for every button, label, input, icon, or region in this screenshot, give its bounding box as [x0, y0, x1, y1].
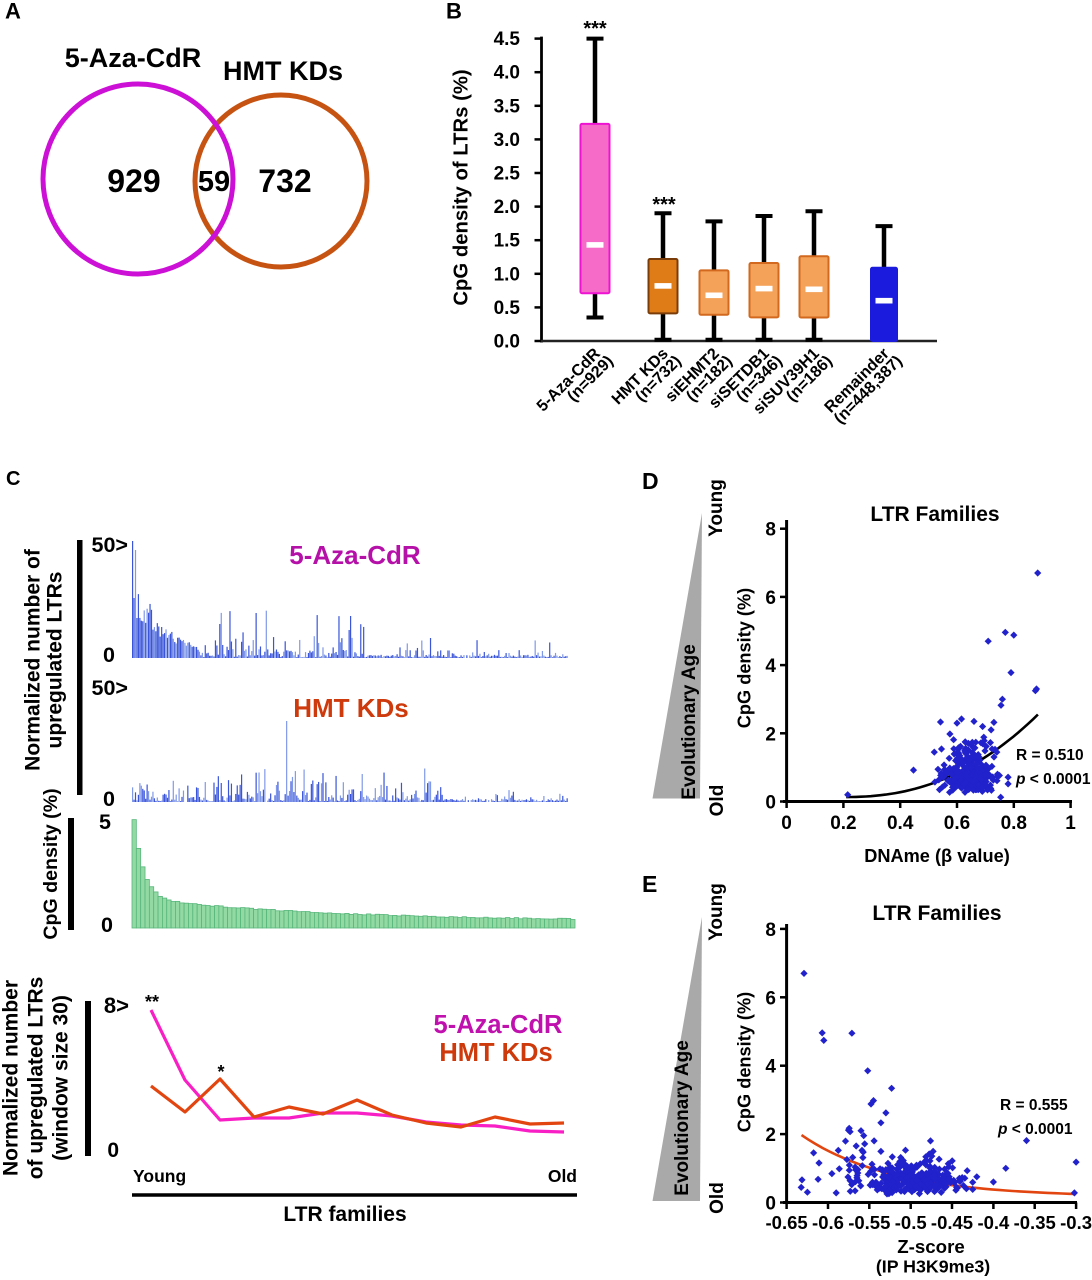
- svg-text:Old: Old: [548, 1166, 577, 1186]
- svg-text:LTR Families: LTR Families: [872, 902, 1001, 925]
- svg-text:Old: Old: [707, 785, 728, 817]
- svg-text:8>: 8>: [104, 993, 129, 1018]
- svg-text:0.4: 0.4: [887, 813, 914, 834]
- svg-text:4.5: 4.5: [494, 29, 521, 50]
- svg-text:6: 6: [765, 588, 776, 609]
- svg-text:E: E: [642, 871, 657, 897]
- svg-text:DNAme (β value): DNAme (β value): [864, 846, 1010, 866]
- svg-text:929: 929: [107, 163, 160, 199]
- svg-text:A: A: [5, 0, 21, 24]
- svg-text:0: 0: [107, 1139, 119, 1162]
- svg-text:-0.3: -0.3: [1060, 1212, 1092, 1233]
- svg-text:0: 0: [765, 1194, 776, 1215]
- svg-text:upregulated LTRs: upregulated LTRs: [44, 572, 67, 749]
- svg-text:HMT KDs: HMT KDs: [293, 693, 409, 723]
- svg-text:CpG density (%): CpG density (%): [40, 788, 62, 939]
- svg-text:*: *: [217, 1062, 224, 1082]
- svg-text:2.5: 2.5: [494, 164, 521, 185]
- svg-text:0.0: 0.0: [494, 332, 520, 353]
- svg-text:***: ***: [583, 18, 607, 40]
- svg-text:Z-score: Z-score: [897, 1236, 965, 1257]
- svg-text:4.0: 4.0: [494, 63, 520, 84]
- svg-text:1: 1: [1065, 813, 1076, 834]
- svg-text:***: ***: [652, 194, 676, 216]
- svg-text:0: 0: [103, 787, 115, 811]
- svg-text:-0.65: -0.65: [766, 1212, 808, 1233]
- svg-text:(window size 30): (window size 30): [50, 995, 73, 1161]
- svg-text:-0.35: -0.35: [1014, 1212, 1056, 1233]
- svg-text:59: 59: [198, 166, 230, 198]
- svg-text:0.8: 0.8: [1001, 813, 1027, 834]
- svg-text:R = 0.510: R = 0.510: [1016, 747, 1084, 764]
- svg-text:0: 0: [103, 643, 115, 667]
- svg-text:Evolutionary Age: Evolutionary Age: [679, 644, 700, 800]
- svg-text:0: 0: [781, 813, 792, 834]
- svg-text:Young: Young: [133, 1166, 186, 1186]
- svg-text:**: **: [145, 992, 159, 1012]
- svg-text:4: 4: [765, 1057, 776, 1078]
- svg-text:8: 8: [765, 920, 776, 941]
- svg-text:(IP H3K9me3): (IP H3K9me3): [876, 1257, 990, 1277]
- svg-text:2.0: 2.0: [494, 197, 520, 218]
- svg-text:-0.6: -0.6: [812, 1212, 844, 1233]
- svg-text:B: B: [446, 0, 462, 24]
- svg-text:p < 0.0001: p < 0.0001: [997, 1121, 1073, 1138]
- svg-text:of upregulated LTRs: of upregulated LTRs: [25, 977, 48, 1180]
- svg-text:R = 0.555: R = 0.555: [1000, 1097, 1068, 1114]
- svg-text:2: 2: [765, 724, 776, 745]
- svg-text:3.0: 3.0: [494, 130, 520, 151]
- svg-text:0: 0: [101, 913, 113, 937]
- svg-text:Evolutionary Age: Evolutionary Age: [672, 1040, 693, 1196]
- svg-text:Normalized number of: Normalized number of: [22, 548, 45, 771]
- svg-text:HMT KDs: HMT KDs: [223, 56, 343, 86]
- svg-text:-0.4: -0.4: [977, 1212, 1010, 1233]
- svg-text:2: 2: [765, 1125, 776, 1146]
- svg-text:5-Aza-CdR: 5-Aza-CdR: [289, 540, 421, 570]
- svg-text:Young: Young: [706, 883, 727, 941]
- svg-text:50>: 50>: [92, 676, 128, 700]
- svg-text:3.5: 3.5: [494, 96, 521, 117]
- svg-text:5: 5: [99, 810, 111, 834]
- svg-text:LTR Families: LTR Families: [870, 503, 999, 526]
- svg-text:8: 8: [765, 520, 776, 541]
- svg-text:HMT KDs: HMT KDs: [439, 1039, 552, 1067]
- svg-text:0.5: 0.5: [494, 298, 521, 319]
- svg-text:-0.5: -0.5: [895, 1212, 927, 1233]
- svg-text:5-Aza-CdR: 5-Aza-CdR: [434, 1011, 563, 1039]
- svg-text:-0.45: -0.45: [931, 1212, 973, 1233]
- svg-text:CpG density (%): CpG density (%): [735, 992, 755, 1132]
- svg-text:CpG density of LTRs (%): CpG density of LTRs (%): [450, 69, 472, 305]
- svg-text:CpG density (%): CpG density (%): [735, 588, 755, 728]
- svg-text:5-Aza-CdR: 5-Aza-CdR: [65, 43, 202, 73]
- svg-text:p < 0.0001: p < 0.0001: [1015, 771, 1091, 788]
- svg-text:732: 732: [258, 163, 311, 199]
- svg-text:0: 0: [765, 793, 776, 814]
- svg-text:0.6: 0.6: [944, 813, 970, 834]
- svg-text:C: C: [6, 468, 20, 490]
- svg-text:50>: 50>: [92, 533, 128, 557]
- svg-text:4: 4: [765, 656, 776, 677]
- svg-text:LTR families: LTR families: [283, 1203, 406, 1226]
- svg-text:6: 6: [765, 988, 776, 1009]
- svg-text:1.0: 1.0: [494, 264, 520, 285]
- svg-text:Old: Old: [707, 1182, 728, 1214]
- svg-text:1.5: 1.5: [494, 231, 521, 252]
- svg-text:-0.55: -0.55: [848, 1212, 890, 1233]
- svg-text:D: D: [642, 468, 659, 494]
- svg-text:Normalized number: Normalized number: [0, 980, 23, 1176]
- svg-text:Young: Young: [706, 479, 727, 537]
- svg-text:0.2: 0.2: [830, 813, 856, 834]
